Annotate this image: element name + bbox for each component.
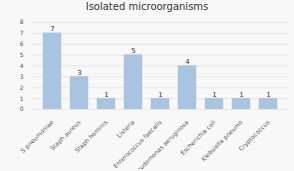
svg-text:2: 2 <box>20 84 24 91</box>
html-text:Isolated microorganisms: Isolated microorganisms <box>85 1 209 12</box>
svg-text:Cryptococcus: Cryptococcus <box>237 118 271 152</box>
svg-text:3: 3 <box>20 73 24 80</box>
svg-text:7: 7 <box>20 29 24 36</box>
svg-text:5: 5 <box>20 51 24 58</box>
svg-text:1: 1 <box>20 95 24 102</box>
svg-text:1: 1 <box>104 91 108 99</box>
svg-text:4: 4 <box>20 62 24 69</box>
svg-text:0: 0 <box>20 105 24 112</box>
svg-text:5: 5 <box>131 47 135 55</box>
svg-text:6: 6 <box>20 40 24 47</box>
svg-text:1: 1 <box>239 91 243 99</box>
svg-text:S pneumoniae: S pneumoniae <box>19 118 55 154</box>
svg-text:Enterococcus faecalis: Enterococcus faecalis <box>112 118 163 169</box>
svg-text:Staph hominis: Staph hominis <box>73 118 109 154</box>
svg-text:4: 4 <box>185 58 190 66</box>
svg-text:Klebsiella pneumo: Klebsiella pneumo <box>200 118 245 163</box>
svg-text:Escherichia coli: Escherichia coli <box>178 118 217 157</box>
svg-text:3: 3 <box>77 69 81 77</box>
svg-text:Listeria: Listeria <box>115 118 136 139</box>
svg-text:8: 8 <box>20 18 24 25</box>
svg-text:Staph aureus: Staph aureus <box>48 118 82 152</box>
svg-text:7: 7 <box>50 25 54 33</box>
svg-text:1: 1 <box>212 91 216 99</box>
svg-text:Pseudomonas aeruginosa: Pseudomonas aeruginosa <box>130 118 190 169</box>
svg-text:1: 1 <box>266 91 270 99</box>
svg-text:1: 1 <box>158 91 162 99</box>
